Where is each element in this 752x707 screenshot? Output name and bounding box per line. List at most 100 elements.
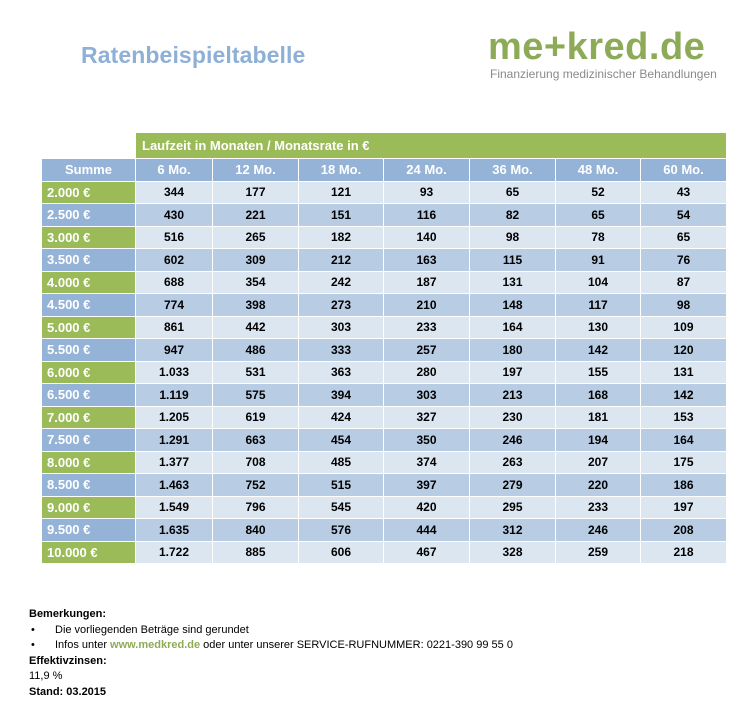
rate-cell: 115 [469, 248, 556, 272]
column-header-duration: 6 Mo. [135, 158, 213, 182]
table-row: 9.000 €1.549 796 545 420 295 233 197 [41, 495, 727, 519]
amount-cell: 5.500 € [41, 338, 136, 362]
rate-cell: 796 [212, 495, 299, 519]
rate-cell: 576 [298, 518, 384, 542]
rate-cell: 1.377 [135, 450, 213, 474]
page-title: Ratenbeispieltabelle [81, 42, 306, 68]
rate-cell: 109 [640, 315, 727, 339]
rate-cell: 213 [469, 383, 556, 407]
rate-cell: 885 [212, 540, 299, 564]
rate-cell: 531 [212, 360, 299, 384]
rate-cell: 420 [383, 495, 470, 519]
table-row: 2.000 €344 177 121 93 65 52 43 [41, 180, 727, 204]
rate-cell: 454 [298, 428, 384, 452]
rate-cell: 516 [135, 225, 213, 249]
rate-cell: 230 [469, 405, 556, 429]
rate-cell: 1.033 [135, 360, 213, 384]
rate-cell: 246 [555, 518, 641, 542]
website-link[interactable]: www.medkred.de [110, 639, 201, 651]
rate-cell: 515 [298, 473, 384, 497]
rate-cell: 1.635 [135, 518, 213, 542]
logo-tagline: Finanzierung medizinischer Behandlungen [490, 67, 717, 81]
rate-cell: 168 [555, 383, 641, 407]
rate-cell: 78 [555, 225, 641, 249]
rate-cell: 43 [640, 180, 727, 204]
amount-cell: 3.000 € [41, 225, 136, 249]
table-row: 6.000 €1.033 531 363 280 197 155 131 [41, 360, 727, 384]
remark-info-prefix: Infos unter [55, 639, 111, 651]
rate-cell: 327 [383, 405, 470, 429]
table-row: 9.500 €1.635 840 576 444 312 246 208 [41, 518, 727, 542]
rate-cell: 430 [135, 203, 213, 227]
table-row: 8.500 €1.463 752 515 397 279 220 186 [41, 473, 727, 497]
amount-cell: 9.000 € [41, 495, 136, 519]
logo-word-left: me [488, 26, 544, 68]
rate-cell: 221 [212, 203, 299, 227]
column-header-duration: 24 Mo. [383, 158, 470, 182]
rate-cell: 151 [298, 203, 384, 227]
rate-cell: 131 [640, 360, 727, 384]
amount-cell: 8.500 € [41, 473, 136, 497]
remark-info-suffix: oder unter unserer SERVICE-RUFNUMMER: 02… [200, 639, 513, 651]
remark-rounded: • Die vorliegenden Beträge sind gerundet [29, 623, 513, 639]
rate-table: Laufzeit in Monaten / Monatsrate in € Su… [41, 132, 727, 564]
rate-cell: 180 [469, 338, 556, 362]
medkred-logo: me+kred.de Finanzierung medizinischer Be… [488, 26, 728, 86]
table-row: 7.500 €1.291 663 454 350 246 194 164 [41, 428, 727, 452]
rate-cell: 545 [298, 495, 384, 519]
table-row: 6.500 €1.119 575 394 303 213 168 142 [41, 383, 727, 407]
rate-cell: 116 [383, 203, 470, 227]
rate-cell: 265 [212, 225, 299, 249]
rate-cell: 117 [555, 293, 641, 317]
rate-cell: 328 [469, 540, 556, 564]
rate-cell: 76 [640, 248, 727, 272]
rate-cell: 257 [383, 338, 470, 362]
rate-cell: 194 [555, 428, 641, 452]
rate-cell: 197 [469, 360, 556, 384]
rate-cell: 140 [383, 225, 470, 249]
rate-cell: 163 [383, 248, 470, 272]
rate-cell: 65 [469, 180, 556, 204]
rate-cell: 212 [298, 248, 384, 272]
table-row: 3.500 €602 309 212 163 115 91 76 [41, 248, 727, 272]
rate-cell: 619 [212, 405, 299, 429]
table-row: 5.000 €861 442 303 233 164 130 109 [41, 315, 727, 339]
rate-cell: 153 [640, 405, 727, 429]
rate-cell: 82 [469, 203, 556, 227]
rate-cell: 486 [212, 338, 299, 362]
rate-cell: 840 [212, 518, 299, 542]
rate-cell: 233 [555, 495, 641, 519]
rate-value: 11,9 % [29, 670, 63, 682]
rate-cell: 442 [212, 315, 299, 339]
rate-cell: 398 [212, 293, 299, 317]
rate-cell: 344 [135, 180, 213, 204]
rate-cell: 688 [135, 270, 213, 294]
rate-cell: 187 [383, 270, 470, 294]
rate-cell: 708 [212, 450, 299, 474]
amount-cell: 3.500 € [41, 248, 136, 272]
rate-cell: 175 [640, 450, 727, 474]
rate-cell: 602 [135, 248, 213, 272]
rate-cell: 1.119 [135, 383, 213, 407]
rate-cell: 186 [640, 473, 727, 497]
rate-cell: 303 [383, 383, 470, 407]
rate-cell: 242 [298, 270, 384, 294]
rate-cell: 220 [555, 473, 641, 497]
rate-cell: 309 [212, 248, 299, 272]
rate-cell: 354 [212, 270, 299, 294]
rate-cell: 1.463 [135, 473, 213, 497]
rate-cell: 374 [383, 450, 470, 474]
bullet-icon: • [31, 639, 35, 651]
amount-cell: 8.000 € [41, 450, 136, 474]
rate-cell: 65 [640, 225, 727, 249]
rate-cell: 197 [640, 495, 727, 519]
rate-cell: 130 [555, 315, 641, 339]
rate-cell: 259 [555, 540, 641, 564]
column-header-duration: 48 Mo. [555, 158, 641, 182]
rate-cell: 295 [469, 495, 556, 519]
table-row: 7.000 €1.205 619 424 327 230 181 153 [41, 405, 727, 429]
bullet-icon: • [31, 623, 35, 636]
rate-cell: 350 [383, 428, 470, 452]
rate-cell: 98 [640, 293, 727, 317]
amount-cell: 4.000 € [41, 270, 136, 294]
